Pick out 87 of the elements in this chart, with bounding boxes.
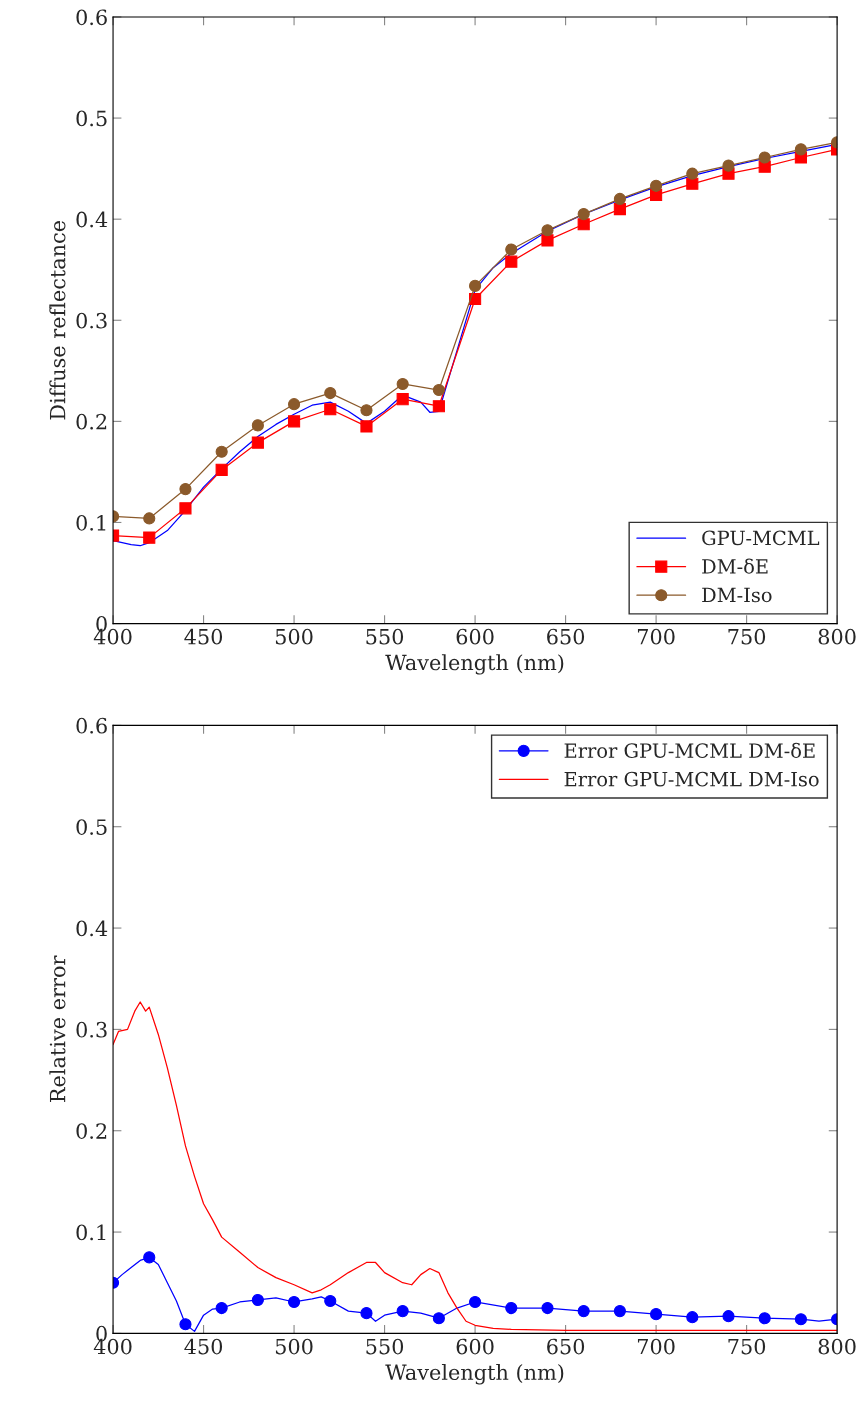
point <box>179 483 192 496</box>
point <box>650 179 663 192</box>
point <box>686 177 699 190</box>
point <box>324 403 337 416</box>
point <box>794 143 807 156</box>
point <box>251 1293 264 1307</box>
x-tick-label: 700 <box>637 1338 675 1355</box>
y-tick-label: 0.3 <box>76 1021 107 1038</box>
legend-label: Error GPU-MCML DM-Iso <box>564 771 819 787</box>
point <box>505 243 518 256</box>
point <box>396 393 409 406</box>
point <box>215 1301 228 1315</box>
y-tick-label: 0.6 <box>76 717 107 734</box>
point <box>541 234 554 247</box>
y-tick-label: 0.3 <box>76 312 107 329</box>
point <box>505 1301 518 1315</box>
x-tick-label: 500 <box>275 628 313 645</box>
y-tick-label: 0.5 <box>76 819 107 835</box>
point <box>396 377 409 391</box>
y-tick-label: 0.4 <box>76 920 108 937</box>
y-tick-label: 0.5 <box>76 110 107 127</box>
point <box>686 1311 699 1324</box>
point <box>360 404 373 417</box>
point <box>360 420 373 433</box>
point <box>686 167 699 180</box>
x-tick-label: 600 <box>456 628 494 645</box>
x-tick-label: 600 <box>456 1338 494 1355</box>
x-tick-label: 650 <box>547 628 585 645</box>
point <box>577 1305 590 1318</box>
point <box>650 1308 663 1321</box>
x-tick-label: 650 <box>547 1338 585 1355</box>
point <box>287 415 301 428</box>
point <box>324 1294 337 1308</box>
point <box>324 386 337 400</box>
point <box>287 398 301 411</box>
point <box>613 1305 626 1318</box>
y-tick-label: 0.1 <box>76 514 106 531</box>
point <box>432 383 445 397</box>
y-tick-label: 0.2 <box>76 1123 107 1139</box>
point <box>215 463 228 476</box>
x-axis-title: Wavelength (nm) <box>385 654 564 675</box>
x-tick-label: 800 <box>818 1338 856 1355</box>
x-tick-label: 500 <box>275 1338 313 1355</box>
x-tick-label: 450 <box>184 628 223 645</box>
point <box>179 502 192 515</box>
y-tick-label: 0.2 <box>76 413 107 430</box>
point <box>577 208 590 221</box>
x-tick-label: 450 <box>184 1338 223 1355</box>
point <box>360 1307 373 1320</box>
point <box>251 436 264 449</box>
x-tick-label: 700 <box>637 628 675 645</box>
point <box>613 192 626 206</box>
point <box>432 1312 445 1325</box>
point <box>432 400 445 413</box>
point <box>215 445 228 458</box>
point <box>143 512 156 525</box>
point <box>469 1295 482 1309</box>
y-axis-title: Diffuse reflectance <box>49 220 66 420</box>
point <box>143 1251 156 1264</box>
x-tick-label: 750 <box>728 1338 766 1355</box>
point <box>541 1301 554 1315</box>
point <box>758 151 771 164</box>
y-tick-label: 0.1 <box>76 1224 106 1241</box>
point <box>758 1312 771 1325</box>
point <box>505 255 518 268</box>
legend-label: GPU-MCML <box>702 530 820 546</box>
point <box>541 224 554 237</box>
y-tick-label: 0.6 <box>76 9 107 26</box>
x-axis-title: Wavelength (nm) <box>385 1363 564 1385</box>
y-tick-label: 0.4 <box>76 211 108 228</box>
x-tick-label: 750 <box>728 628 766 645</box>
point <box>722 159 735 172</box>
point <box>251 419 264 432</box>
point <box>469 279 482 292</box>
y-axis-title: Relative error <box>49 955 66 1103</box>
x-tick-label: 800 <box>818 628 856 645</box>
legend-label: DM-δE <box>702 558 768 574</box>
point <box>179 1318 192 1331</box>
x-tick-label: 550 <box>366 628 404 645</box>
point <box>794 1313 807 1326</box>
legend-label: Error GPU-MCML DM-δE <box>564 742 815 758</box>
point <box>722 1310 735 1323</box>
point <box>287 1295 301 1309</box>
legend-label: DM-Iso <box>702 587 772 603</box>
point <box>396 1305 409 1318</box>
x-tick-label: 550 <box>366 1338 404 1355</box>
point <box>143 531 156 544</box>
